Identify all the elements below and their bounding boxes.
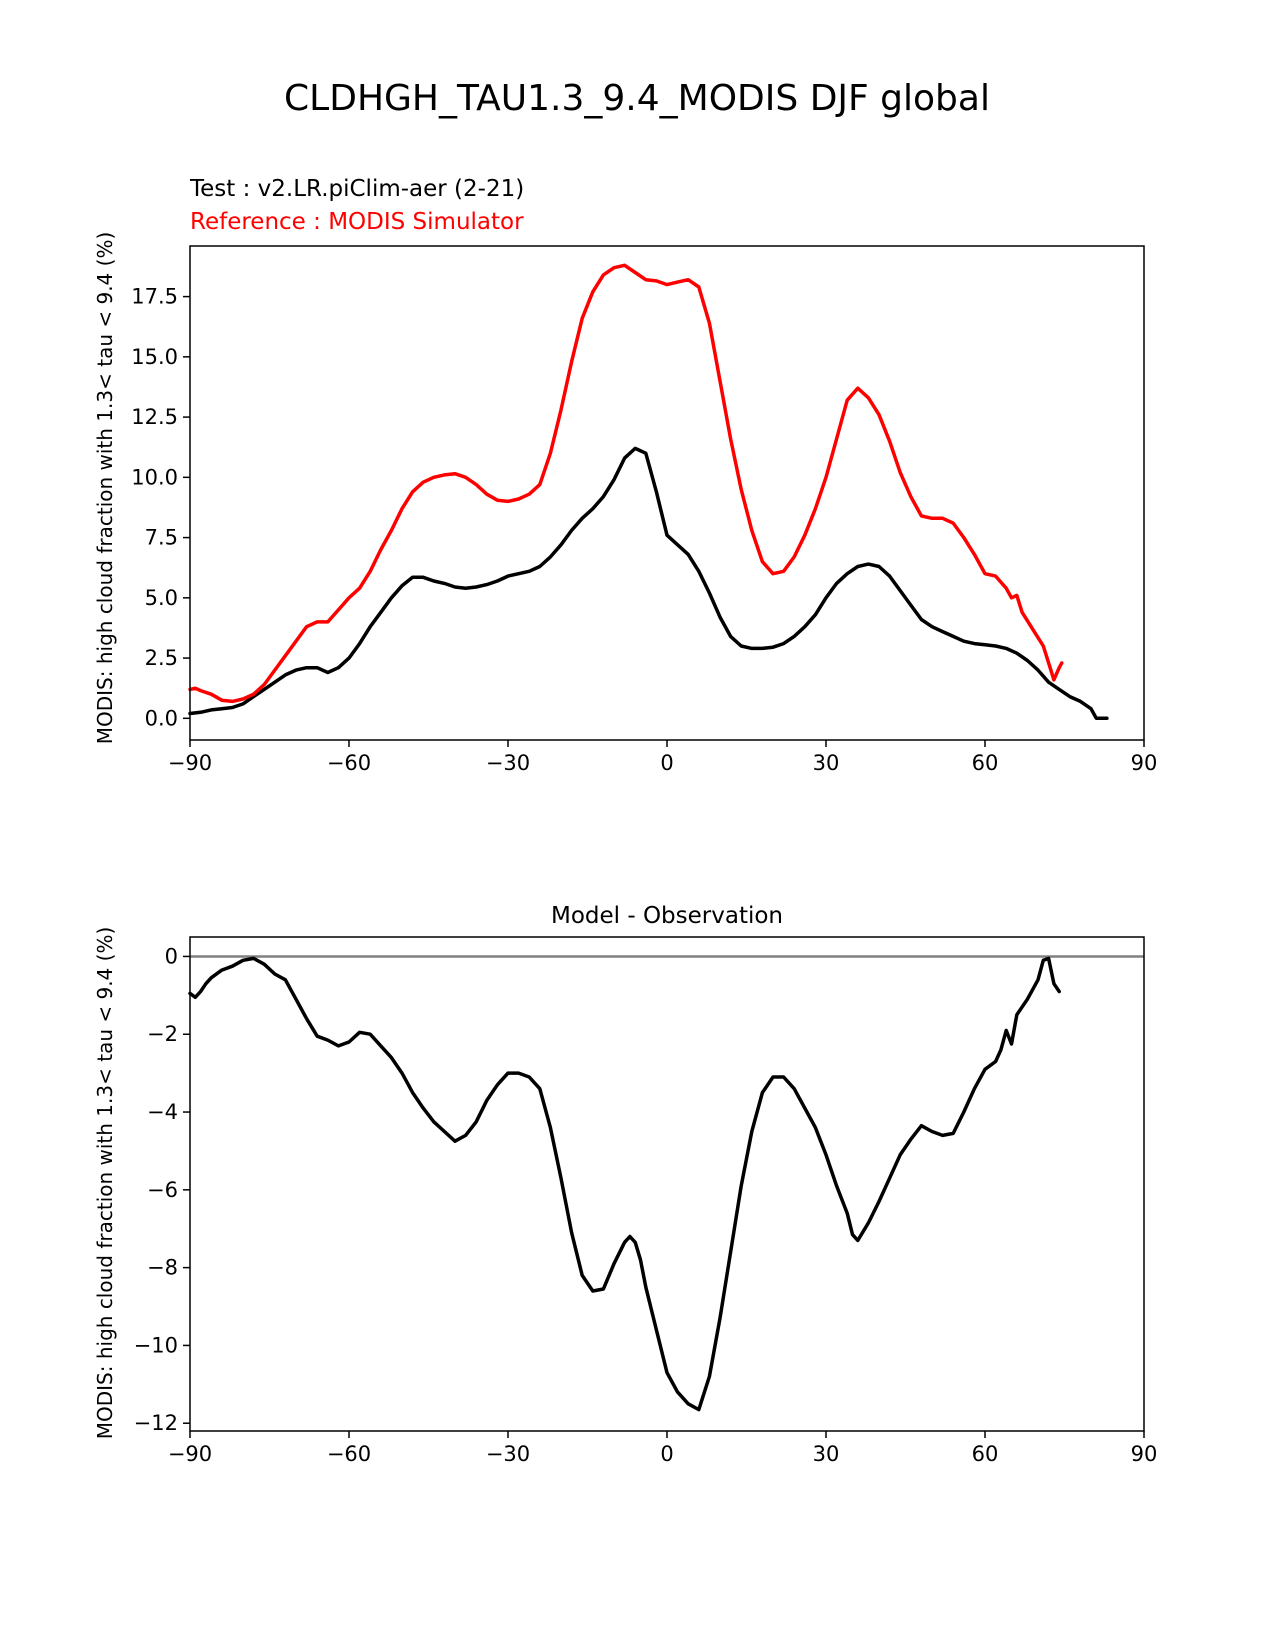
top-y-tick-label: 7.5 <box>145 526 178 550</box>
bottom-series-line-difference <box>188 956 1061 1412</box>
bottom-x-tick-label: −60 <box>327 1442 371 1466</box>
bottom-x-tick-label: −90 <box>168 1442 212 1466</box>
bottom-y-tick-label: −12 <box>134 1411 178 1435</box>
bottom-y-tick-label: 0 <box>165 944 178 968</box>
top-y-tick-label: 15.0 <box>131 345 178 369</box>
top-x-tick-label: −60 <box>327 751 371 775</box>
top-series-line-reference <box>188 263 1064 704</box>
top-x-tick-label: 30 <box>813 751 840 775</box>
bottom-x-tick-label: −30 <box>486 1442 530 1466</box>
top-line-chart: Test : v2.LR.piClim-aer (2-21) Reference… <box>93 176 1157 775</box>
bottom-y-tick-label: −6 <box>147 1178 178 1202</box>
top-x-tick-label: −90 <box>168 751 212 775</box>
top-x-tick-label: 0 <box>660 751 673 775</box>
top-y-axis-label: MODIS: high cloud fraction with 1.3< tau… <box>93 232 117 744</box>
bottom-plot-frame <box>189 936 1145 1432</box>
top-y-tick-label: 2.5 <box>145 646 178 670</box>
bottom-x-tick-label: 90 <box>1131 1442 1158 1466</box>
bottom-chart-marks: −90 −60 −30 0 30 60 90 0 −2 −4 −6 −8 −10 −12 <box>134 944 1158 1466</box>
bottom-chart-title: Model - Observation <box>551 903 783 929</box>
top-x-tick-label: 90 <box>1131 751 1158 775</box>
bottom-x-tick-label: 60 <box>972 1442 999 1466</box>
bottom-x-tick-label: 30 <box>813 1442 840 1466</box>
bottom-y-tick-label: −8 <box>147 1256 178 1280</box>
top-y-tick-label: 5.0 <box>145 586 178 610</box>
legend-reference-label: Reference : MODIS Simulator <box>190 209 524 235</box>
top-y-tick-label: 12.5 <box>131 405 178 429</box>
top-plot-frame <box>189 245 1145 741</box>
top-x-tick-label: −30 <box>486 751 530 775</box>
top-y-tick-label: 10.0 <box>131 465 178 489</box>
bottom-y-tick-label: −4 <box>147 1100 178 1124</box>
figure-title: CLDHGH_TAU1.3_9.4_MODIS DJF global <box>284 78 990 119</box>
top-x-tick-label: 60 <box>972 751 999 775</box>
top-y-tick-label: 0.0 <box>145 706 178 730</box>
bottom-line-chart: Model - Observation MODIS: high cloud fr… <box>93 903 1157 1466</box>
bottom-x-tick-label: 0 <box>660 1442 673 1466</box>
bottom-y-tick-label: −10 <box>134 1333 178 1357</box>
top-y-tick-label: 17.5 <box>131 285 178 309</box>
top-series-line-test <box>188 446 1109 721</box>
bottom-y-tick-label: −2 <box>147 1022 178 1046</box>
top-chart-marks: −90 −60 −30 0 30 60 90 0.0 2.5 5.0 7.5 10.0 12.5 15.0… <box>131 263 1158 775</box>
legend-test-label: Test : v2.LR.piClim-aer (2-21) <box>189 176 524 202</box>
bottom-y-axis-label: MODIS: high cloud fraction with 1.3< tau… <box>93 927 117 1439</box>
